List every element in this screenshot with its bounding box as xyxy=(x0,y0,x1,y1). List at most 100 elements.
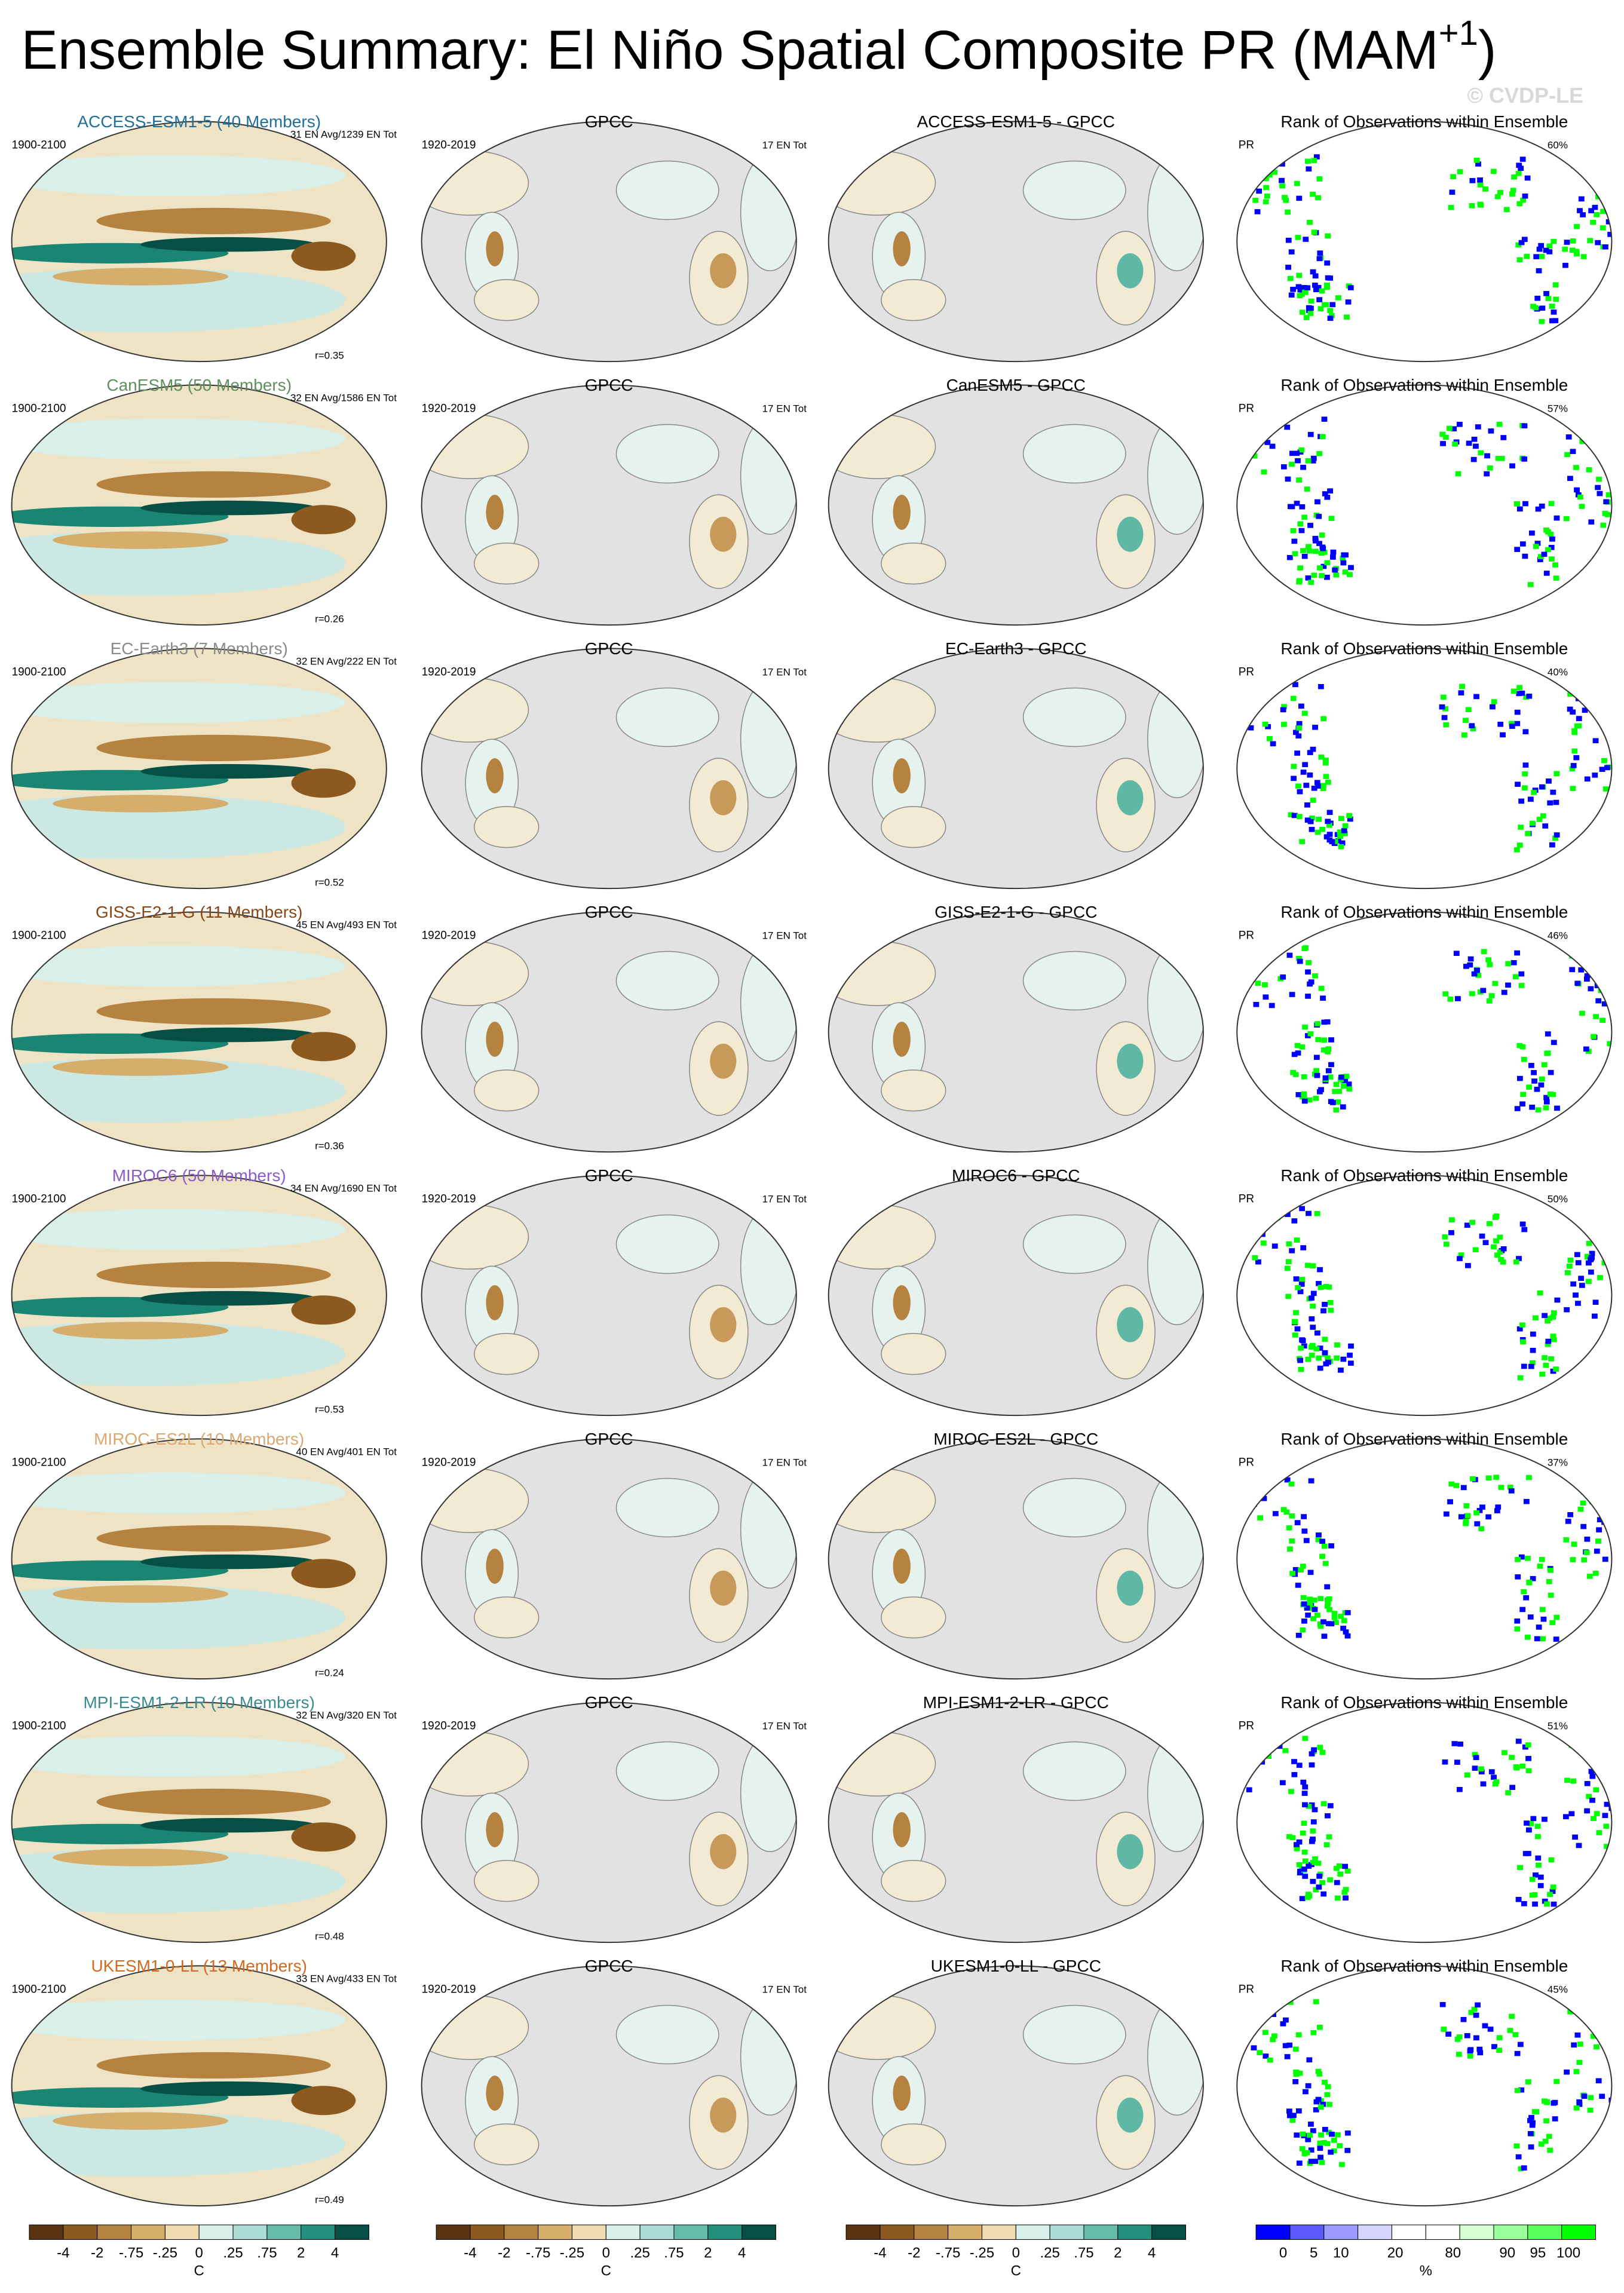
rank-cell xyxy=(1304,1605,1310,1611)
rank-cell xyxy=(1341,1618,1347,1623)
rank-cell xyxy=(1548,1356,1554,1362)
rank-cell xyxy=(1317,306,1324,312)
rank-cell xyxy=(1586,1260,1592,1266)
colorbar-box xyxy=(880,2224,915,2240)
figure-title: Ensemble Summary: El Niño Spatial Compos… xyxy=(21,14,1496,81)
rank-cell xyxy=(1298,1345,1304,1351)
rank-cell xyxy=(1310,269,1316,275)
rank-cell xyxy=(1456,2034,1463,2040)
rank-cell xyxy=(1551,1336,1557,1342)
rank-cell xyxy=(1304,802,1310,808)
rank-cell xyxy=(1531,1070,1537,1075)
model-title: EC-Earth3 (7 Members) xyxy=(111,639,288,658)
rank-cell xyxy=(1494,1252,1500,1258)
rank-cell xyxy=(1592,1571,1599,1576)
rank-cell xyxy=(1591,1816,1597,1822)
rank-cell xyxy=(1534,1087,1540,1092)
rank-cell xyxy=(1546,2133,1552,2139)
watermark: © CVDP-LE xyxy=(1467,83,1583,108)
rank-cell xyxy=(1570,786,1576,791)
rank-cell xyxy=(1589,1773,1596,1779)
rank-cell xyxy=(1309,1751,1315,1756)
model-period: 1900-2100 xyxy=(12,403,66,415)
rank-cell xyxy=(1589,1798,1595,1803)
rank-cell xyxy=(1270,741,1276,747)
rank-cell xyxy=(1308,1478,1314,1483)
rank-cell xyxy=(1309,827,1315,832)
rank-cell xyxy=(1507,2028,1513,2033)
rank-cell xyxy=(1509,721,1515,726)
rank-cell xyxy=(1298,1567,1304,1573)
colorbar-label: 4 xyxy=(1148,2245,1156,2261)
colorbar-label: 20 xyxy=(1387,2245,1404,2261)
rank-cell xyxy=(1521,1901,1527,1906)
rank-cell xyxy=(1279,1780,1286,1786)
rank-cell xyxy=(1566,1264,1573,1269)
rank-cell xyxy=(1325,1813,1331,1819)
rank-cell xyxy=(1241,1246,1248,1251)
rank-cell xyxy=(1576,1843,1582,1848)
rank-cell xyxy=(1309,816,1315,821)
rank-cell xyxy=(1255,1213,1261,1219)
anomaly-region xyxy=(140,764,317,779)
rank-cell xyxy=(1525,1556,1531,1561)
rank-cell xyxy=(1592,772,1598,778)
rank-cell xyxy=(1289,1513,1295,1519)
obs-title: GPCC xyxy=(585,1693,633,1712)
rank-cell xyxy=(1546,778,1552,784)
rank-cell xyxy=(1605,1758,1611,1764)
rank-cell xyxy=(1505,982,1511,988)
rank-cell xyxy=(1320,1891,1327,1897)
rank-cell xyxy=(1530,1360,1536,1366)
rank-cell xyxy=(1567,476,1573,482)
pattern-correlation: r=0.52 xyxy=(315,876,344,888)
rank-cell xyxy=(1311,786,1317,791)
rank-cell xyxy=(1574,251,1580,257)
rank-cell xyxy=(1326,2102,1332,2107)
rank-cell xyxy=(1341,831,1348,836)
rank-cell xyxy=(1484,471,1490,477)
obs-period: 1920-2019 xyxy=(422,403,476,415)
land xyxy=(474,1069,540,1112)
rank-cell xyxy=(1570,709,1576,715)
rank-cell xyxy=(1340,1083,1347,1089)
rank-cell xyxy=(1301,285,1307,291)
rank-cell xyxy=(1519,1763,1525,1769)
rank-cell xyxy=(1569,766,1576,772)
rank-cell xyxy=(1312,283,1318,288)
rank-cell xyxy=(1288,812,1294,818)
rank-cell xyxy=(1452,441,1458,447)
rank-cell xyxy=(1478,450,1484,456)
rank-cell xyxy=(1319,573,1325,578)
rank-cell xyxy=(1244,436,1251,441)
rank-cell xyxy=(1595,485,1601,491)
rank-cell xyxy=(1578,967,1585,973)
rank-cell xyxy=(1290,1069,1297,1075)
rank-cell xyxy=(1510,960,1517,965)
rank-cell xyxy=(1500,732,1506,738)
rank-cell xyxy=(1485,1514,1492,1520)
rank-cell xyxy=(1287,2113,1293,2119)
map-panel xyxy=(421,648,796,889)
colorbar-box xyxy=(1358,2224,1392,2240)
rank-cell xyxy=(1317,2104,1324,2110)
rank-cell xyxy=(1597,1761,1603,1767)
rank-cell xyxy=(1286,2108,1292,2114)
rank-cell xyxy=(1575,1301,1581,1306)
rank-cell xyxy=(1521,423,1528,428)
rank-cell xyxy=(1533,2109,1540,2114)
rank-cell xyxy=(1327,1803,1334,1808)
rank-cell xyxy=(1244,1763,1251,1769)
rank-cell xyxy=(1319,288,1325,294)
rank-cell xyxy=(1482,1240,1489,1246)
diff-title: MPI-ESM1-2-LR - GPCC xyxy=(923,1693,1109,1712)
rank-cell xyxy=(1289,1248,1295,1253)
obs-title: GPCC xyxy=(585,1957,633,1975)
rank-cell xyxy=(1301,1618,1307,1624)
rank-cell xyxy=(1242,1206,1248,1212)
rank-cell xyxy=(1323,834,1330,839)
rank-cell xyxy=(1315,1037,1322,1043)
rank-cell xyxy=(1479,1233,1485,1239)
rank-cell xyxy=(1239,1515,1245,1520)
